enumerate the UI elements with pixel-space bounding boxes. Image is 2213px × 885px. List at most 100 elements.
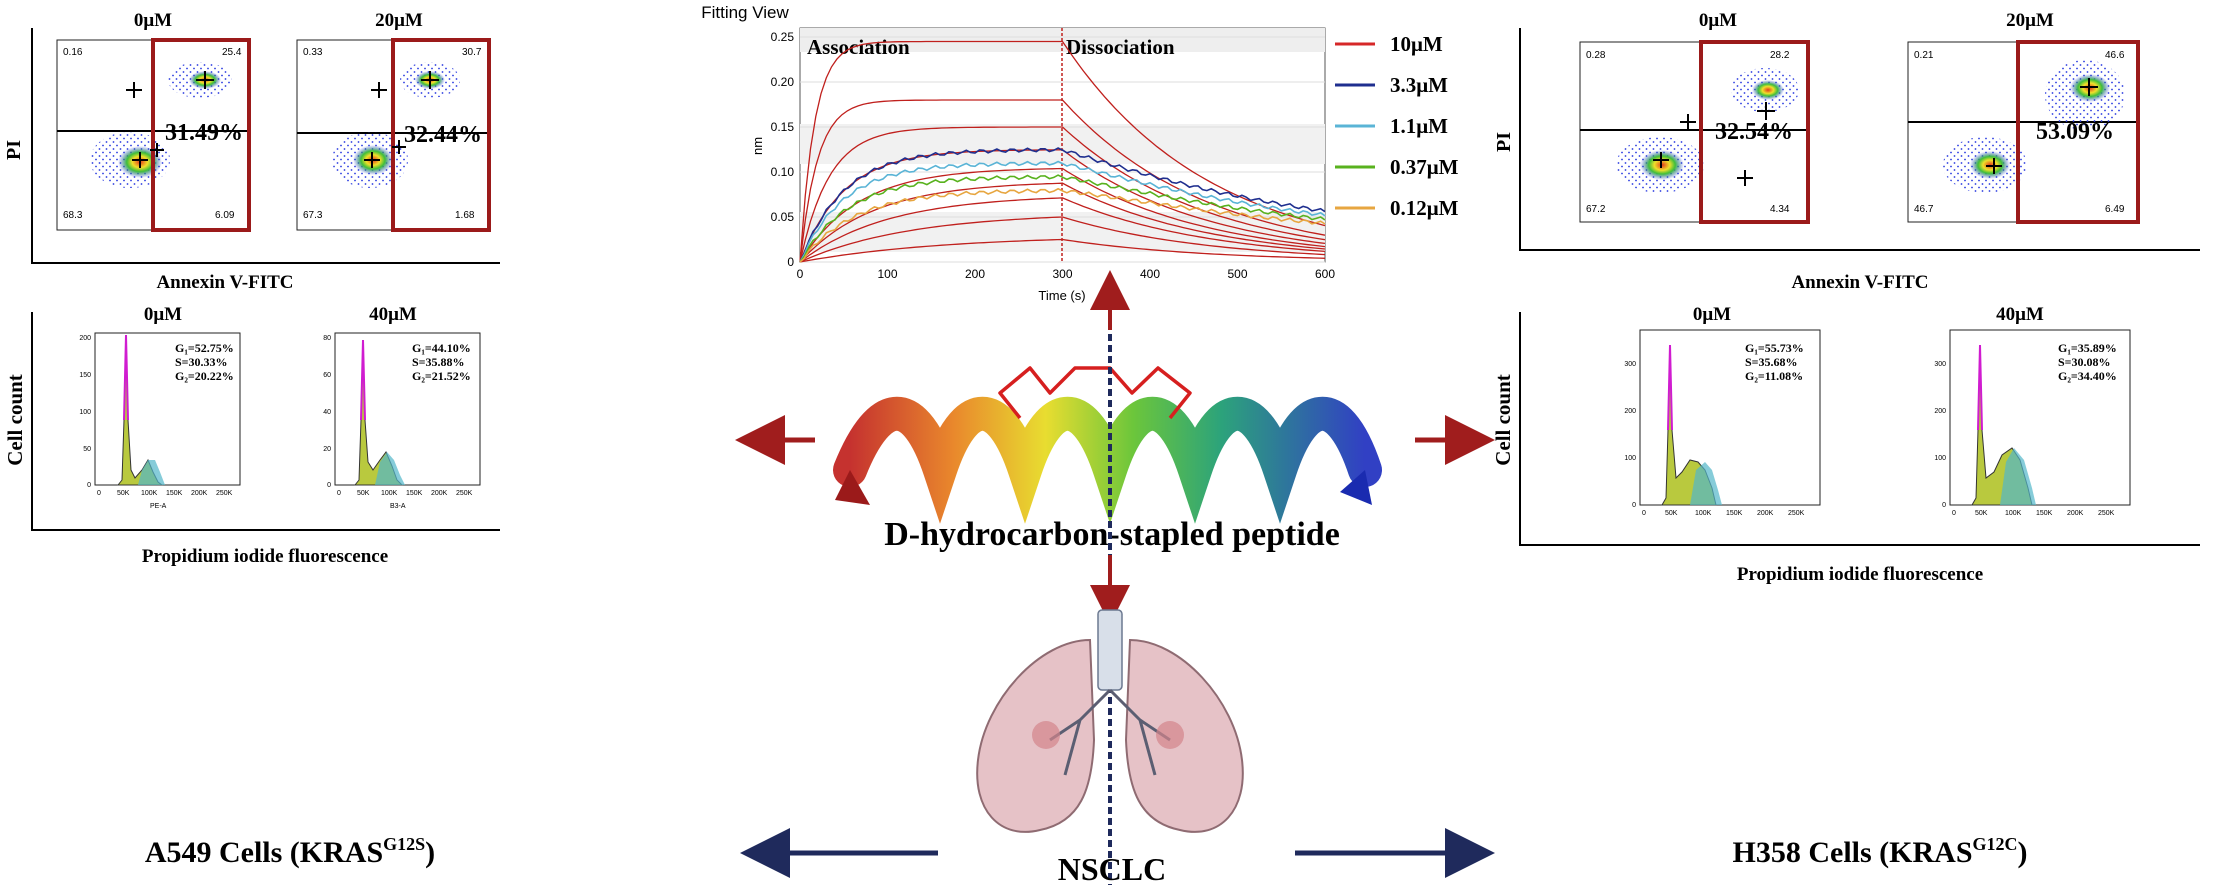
left-cycle-plot-0-x2: 100K (141, 490, 158, 497)
right-cycle-plot-0-x3: 150K (1726, 510, 1743, 517)
left-flow-plot-0-ur: 25.4 (222, 47, 242, 58)
spr-measured-curve (799, 174, 1326, 263)
left-cycle-plot-1-x4: 200K (431, 490, 448, 497)
spr-xtick-label: 600 (1315, 267, 1335, 281)
right-cycle-plot-0-g2: G₂=11.08% (1745, 369, 1803, 383)
right-cycle-plot-1-x5: 250K (2098, 510, 2115, 517)
left-flow-plot-0-pct: 31.49% (165, 120, 243, 146)
left-cell-line-sup: G12S (383, 834, 425, 854)
right-flow-plot-0-ur: 28.2 (1770, 50, 1790, 61)
spr-xtick-label: 200 (965, 267, 985, 281)
left-cycle-plot-0-y1: 50 (83, 446, 91, 453)
left-flow-plot-0: 0.16 25.4 68.3 6.09 31.49% (56, 38, 251, 232)
right-cycle-title-a: 0μM (1693, 304, 1731, 325)
left-cycle-plot-1-y3: 60 (323, 372, 331, 379)
spr-measured-curve (799, 187, 1326, 263)
left-flow-plot-1-pct: 32.44% (404, 122, 482, 148)
spr-curves (799, 40, 1326, 263)
spr-legend-label: 3.3μM (1390, 73, 1448, 97)
left-cycle-plot-1-y1: 20 (323, 446, 331, 453)
right-cell-line-label: H358 Cells (KRASG12C) (1733, 834, 2028, 869)
right-cell-line-text: H358 Cells (KRAS (1733, 836, 1973, 869)
left-cycle-title-b: 40μM (369, 304, 417, 325)
right-flow-panel: PI Annexin V-FITC 0μM 20μM 0.28 28.2 67.… (1493, 10, 2200, 293)
right-cycle-plot-1-g1: G₁=35.89% (2058, 341, 2117, 355)
left-cycle-plot-1-y2: 40 (323, 409, 331, 416)
spr-ytick-label: 0.25 (771, 30, 795, 44)
left-flow-plot-1: 0.33 30.7 67.3 1.68 32.44% (296, 38, 491, 232)
right-cycle-plot-0-y1: 100 (1624, 455, 1636, 462)
left-cycle-xlabel: Propidium iodide fluorescence (142, 546, 388, 567)
staple-linker (998, 366, 1192, 420)
left-cycle-plot-0-s: S=30.33% (175, 355, 228, 369)
spr-legend-label: 1.1μM (1390, 114, 1448, 138)
right-flow-plot-1-ur: 46.6 (2105, 50, 2125, 61)
right-cycle-plot-0-y3: 300 (1624, 361, 1636, 368)
spr-xtick-label: 500 (1227, 267, 1247, 281)
left-cycle-ylabel: Cell count (3, 374, 27, 466)
right-cell-line-close: ) (2018, 836, 2028, 869)
right-flow-plot-1-ll: 46.7 (1914, 204, 1934, 215)
left-flow-plot-1-ul: 0.33 (303, 47, 323, 58)
left-cycle-plot-1-g2: G₂=21.52% (412, 369, 471, 383)
spr-ytick-label: 0 (787, 255, 794, 269)
spr-phase-dissociation: Dissociation (1066, 35, 1175, 59)
spr-xtick-label: 0 (797, 267, 804, 281)
spr-xtick-label: 400 (1140, 267, 1160, 281)
right-cycle-plot-0-x0: 0 (1642, 510, 1646, 517)
right-flow-plot-0-pct: 32.54% (1715, 119, 1793, 145)
left-cycle-plot-1-x2: 100K (381, 490, 398, 497)
left-flow-plot-0-ll: 68.3 (63, 210, 83, 221)
lungs-icon (976, 609, 1244, 833)
spr-legend-label: 0.37μM (1390, 155, 1459, 179)
left-cycle-plot-0-g2: G₂=20.22% (175, 369, 234, 383)
spr-phase-association: Association (807, 35, 910, 59)
spr-legend-label: 10μM (1390, 32, 1443, 56)
spr-title: Fitting View (701, 3, 789, 22)
spr-measured-curve (799, 160, 1326, 263)
right-cycle-plot-1-y1: 100 (1934, 455, 1946, 462)
spr-fit-curve (799, 197, 1326, 263)
right-cycle-plot-1-x3: 150K (2036, 510, 2053, 517)
spr-fit-curve (799, 126, 1326, 263)
right-flow-plot-1-ul: 0.21 (1914, 50, 1934, 61)
left-cell-line-label: A549 Cells (KRASG12S) (145, 834, 435, 869)
left-flow-plot-1-ll: 67.3 (303, 210, 323, 221)
spr-xtick-label: 100 (877, 267, 897, 281)
left-cycle-plot-0-axis: PE-A (150, 503, 167, 510)
left-cycle-title-a: 0μM (144, 304, 182, 325)
right-flow-plot-0-lr: 4.34 (1770, 204, 1790, 215)
left-cycle-plot-1-g1: G₁=44.10% (412, 341, 471, 355)
right-flow-title-b: 20μM (2006, 10, 2054, 31)
spr-xticks: 0 100 200 300 400 500 600 (797, 267, 1336, 281)
left-cycle-panel: Cell count Propidium iodide fluorescence… (3, 304, 500, 567)
spr-ytick-label: 0.15 (771, 120, 795, 134)
left-flow-plot-0-lr: 6.09 (215, 210, 235, 221)
right-flow-plot-1-lr: 6.49 (2105, 204, 2125, 215)
spr-legend: 10μM 3.3μM 1.1μM 0.37μM 0.12μM (1335, 32, 1459, 220)
peptide-helix (833, 396, 1382, 524)
right-flow-title-a: 0μM (1699, 10, 1737, 31)
spr-fit-curve (799, 99, 1326, 263)
left-cycle-plot-0-y4: 200 (79, 335, 91, 342)
spr-fit-curve (799, 238, 1326, 263)
right-flow-plot-0: 0.28 28.2 67.2 4.34 32.54% (1579, 40, 1810, 252)
spr-fit-curve (799, 216, 1326, 263)
left-cell-line-text: A549 Cells (KRAS (145, 836, 383, 869)
left-cycle-plot-0-y3: 150 (79, 372, 91, 379)
left-cycle-plot-0-g1: G₁=52.75% (175, 341, 234, 355)
right-cycle-plot-0-x4: 200K (1757, 510, 1774, 517)
right-cycle-plot-0-g1: G₁=55.73% (1745, 341, 1804, 355)
left-cell-line-close: ) (425, 836, 435, 869)
right-cycle-plot-0-x5: 250K (1788, 510, 1805, 517)
right-cycle-plot-0-x1: 50K (1665, 510, 1678, 517)
right-flow-plot-0-ul: 0.28 (1586, 50, 1606, 61)
left-cycle-plot-1-x3: 150K (406, 490, 423, 497)
left-flow-ylabel: PI (3, 140, 25, 160)
right-cycle-panel: Cell count Propidium iodide fluorescence… (1491, 304, 2200, 585)
right-cycle-ylabel: Cell count (1491, 374, 1515, 466)
right-cycle-plot-1-y0: 0 (1942, 502, 1946, 509)
right-cycle-plot-1: G₁=35.89% S=30.08% G₂=34.40% 0 100 200 3… (1934, 329, 2131, 517)
left-flow-plot-1-lr: 1.68 (455, 210, 475, 221)
left-cycle-plot-0-y0: 0 (87, 482, 91, 489)
